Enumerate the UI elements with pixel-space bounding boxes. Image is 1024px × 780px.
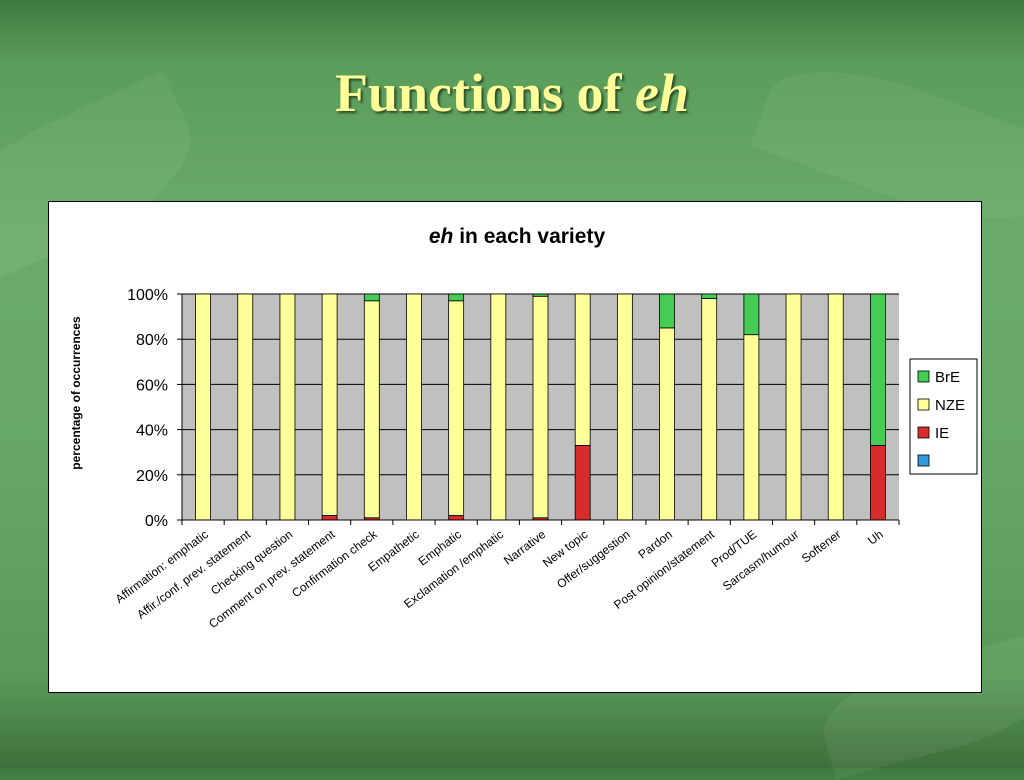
legend-swatch — [917, 426, 930, 439]
legend-swatch — [917, 370, 930, 383]
bar-segment — [659, 293, 675, 329]
x-category-label: Uh — [865, 527, 886, 547]
bar-segment — [406, 293, 422, 521]
bar-segment — [574, 445, 591, 521]
bar-segment — [701, 293, 718, 299]
x-category-label: Sarcasm/humour — [720, 527, 801, 593]
bar-segment — [490, 293, 507, 521]
y-tick-label: 80% — [136, 332, 168, 349]
chart-container: eh in each variety 0% 20% 40% 60% 80% 100% Af… — [48, 201, 982, 693]
stacked-bar-chart: eh in each variety 0%20%40%60%80%100% Af… — [69, 225, 978, 631]
bar-segment — [237, 293, 254, 521]
y-tick-label: 0% — [145, 513, 168, 530]
bar-segment — [574, 293, 591, 446]
bar-segment — [743, 293, 760, 336]
y-tick-label: 20% — [136, 468, 168, 485]
bar-segment — [448, 293, 465, 302]
x-category-label: Offer/suggestion — [554, 527, 633, 591]
x-category-label: Softener — [799, 527, 844, 565]
y-tick-label: 100% — [127, 287, 168, 304]
legend-swatch — [917, 398, 930, 411]
bar-segment — [279, 293, 296, 521]
legend-swatch — [917, 454, 930, 467]
chart-title-emphasis: eh — [429, 225, 454, 248]
bar-segment — [743, 334, 760, 521]
y-tick-label: 40% — [136, 423, 168, 440]
bar-segment — [532, 293, 549, 297]
bar-segment — [195, 293, 211, 521]
chart-title-text: in each variety — [453, 225, 605, 248]
bar-segment — [785, 293, 802, 521]
legend-label: BrE — [935, 369, 960, 386]
y-axis-label: percentage of occurrences — [69, 316, 83, 470]
chart-title: eh in each variety — [429, 225, 606, 248]
y-tick-label: 60% — [136, 377, 168, 394]
bar-segment — [870, 293, 886, 446]
slide-title: Functions of eh — [0, 62, 1024, 124]
bar-segment — [448, 300, 465, 516]
legend-label: NZE — [935, 397, 965, 414]
bar-segment — [616, 293, 633, 521]
bar-segment — [659, 327, 675, 521]
slide-title-emphasis: eh — [635, 63, 690, 123]
bar-segment — [363, 300, 380, 519]
bar-segment — [870, 445, 886, 521]
slide-title-text: Functions of — [334, 63, 636, 123]
bar-segment — [701, 298, 718, 521]
bar-segment — [827, 293, 844, 521]
bar-segment — [321, 293, 338, 516]
legend-label: IE — [935, 425, 949, 442]
bar-segment — [448, 515, 465, 521]
bar-segment — [363, 293, 380, 302]
bar-segment — [532, 295, 549, 519]
bar-segment — [321, 515, 338, 521]
